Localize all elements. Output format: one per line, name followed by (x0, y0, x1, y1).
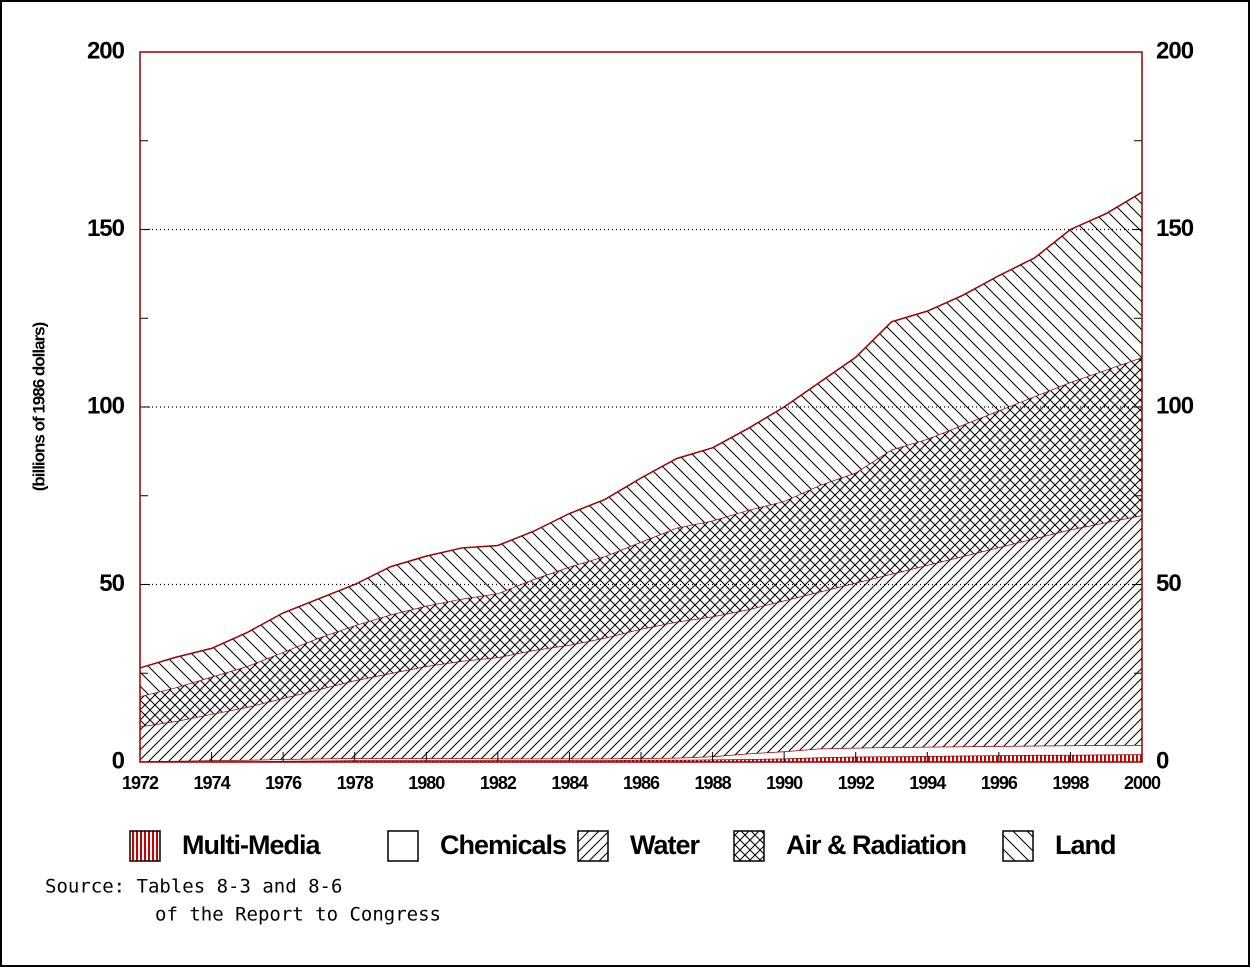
source: of the Report to Congress (155, 904, 441, 926)
legend-swatch (1002, 830, 1034, 862)
area (140, 515, 1142, 762)
legend-label: Multi-Media (182, 830, 321, 860)
x-tick-label: 1980 (408, 773, 445, 793)
x-tick-label: 1994 (909, 773, 946, 793)
y-tick-label: 50 (99, 570, 124, 597)
y-axis-label: (billions of 1986 dollars) (29, 322, 48, 491)
x-tick-label: 1984 (551, 773, 588, 793)
x-tick-label: 1986 (623, 773, 660, 793)
y-tick-label: 150 (87, 215, 125, 242)
legend-label: Land (1055, 830, 1116, 860)
x-tick-label: 1976 (265, 773, 302, 793)
x-tick-label: 1992 (838, 773, 875, 793)
legend-label: Air & Radiation (786, 830, 966, 860)
y-tick-label: 100 (87, 392, 125, 419)
legend-swatch (129, 830, 161, 862)
x-tick-label: 1982 (480, 773, 517, 793)
y2-tick-label: 200 (1156, 37, 1194, 64)
y2-tick-label: 50 (1156, 570, 1181, 597)
area (140, 192, 1142, 697)
x-tick-label: 1978 (337, 773, 374, 793)
legend-swatch (387, 830, 419, 862)
x-tick-label: 1974 (194, 773, 231, 793)
area (140, 754, 1142, 762)
x-tick-label: 1996 (981, 773, 1018, 793)
x-tick-label: 1998 (1052, 773, 1089, 793)
y-tick-label: 0 (112, 747, 125, 774)
plot-frame (139, 51, 1143, 763)
y-tick-label: 200 (87, 37, 125, 64)
x-tick-label: 2000 (1124, 773, 1161, 793)
legend-swatch (733, 830, 765, 862)
x-tick-label: 1988 (695, 773, 732, 793)
x-tick-label: 1990 (766, 773, 803, 793)
legend-label: Chemicals (440, 830, 566, 860)
y2-tick-label: 0 (1156, 747, 1169, 774)
area (140, 744, 1142, 762)
x-tick-label: 1972 (122, 773, 159, 793)
source: Source: Tables 8-3 and 8-6 (45, 876, 342, 898)
y2-tick-label: 150 (1156, 215, 1194, 242)
legend-swatch (577, 830, 609, 862)
legend-label: Water (630, 830, 701, 860)
y2-tick-label: 100 (1156, 392, 1194, 419)
area-edge (139, 191, 1143, 669)
